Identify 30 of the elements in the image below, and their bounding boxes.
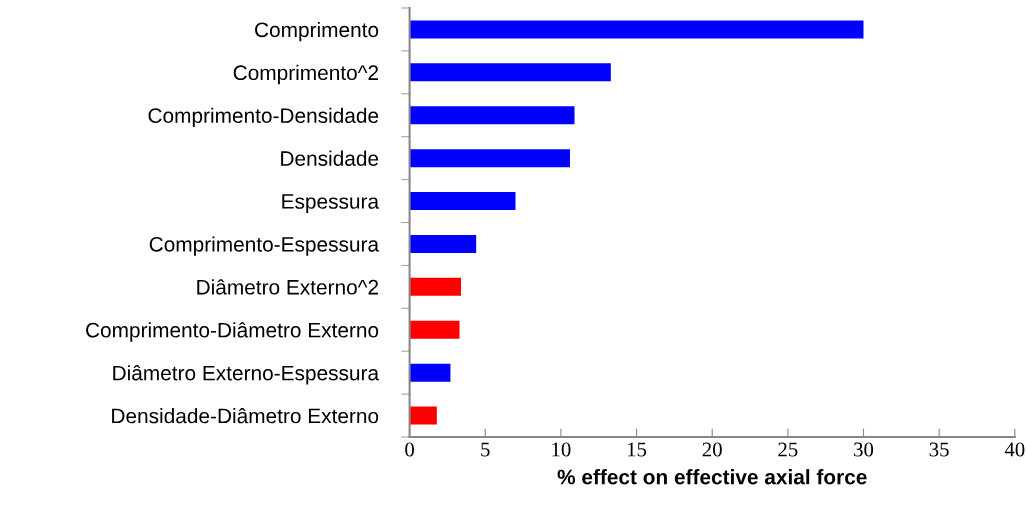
x-tick-label: 25 xyxy=(778,442,798,457)
y-tick-label: Densidade-Diâmetro Externo xyxy=(112,407,379,424)
bar xyxy=(409,20,864,39)
y-tick-label: Comprimento-Diâmetro Externo xyxy=(86,322,379,342)
y-tick-label: Diâmetro Externo-Espessura xyxy=(113,365,380,385)
x-axis-title: % effect on effective axial force xyxy=(557,469,867,485)
y-tick-label: Comprimento-Densidade xyxy=(148,107,379,128)
y-tick-label: Comprimento xyxy=(255,21,379,42)
y-tick-label: Densidade xyxy=(281,150,379,166)
x-tick-label: 5 xyxy=(481,442,490,457)
x-tick-label: 40 xyxy=(1004,442,1025,457)
y-tick-label: Comprimento^2 xyxy=(233,64,379,85)
y-tick-label: Diâmetro Externo^2 xyxy=(197,279,379,295)
bar xyxy=(409,320,460,339)
bar xyxy=(409,192,516,211)
bar xyxy=(409,234,477,253)
bar xyxy=(409,106,575,125)
bar xyxy=(409,406,437,425)
bar xyxy=(409,277,462,296)
x-tick-label: 35 xyxy=(929,442,949,457)
y-tick-label: Comprimento-Espessura xyxy=(149,236,380,256)
x-tick-label: 0 xyxy=(405,442,415,457)
y-tick-label: Espessura xyxy=(282,194,380,213)
x-tick-label: 10 xyxy=(552,442,571,457)
x-tick-label: 15 xyxy=(627,442,647,457)
x-tick-label: 20 xyxy=(702,442,722,457)
bar xyxy=(409,149,570,168)
bar xyxy=(409,363,451,382)
x-tick-label: 30 xyxy=(854,442,874,457)
bar xyxy=(409,63,611,82)
